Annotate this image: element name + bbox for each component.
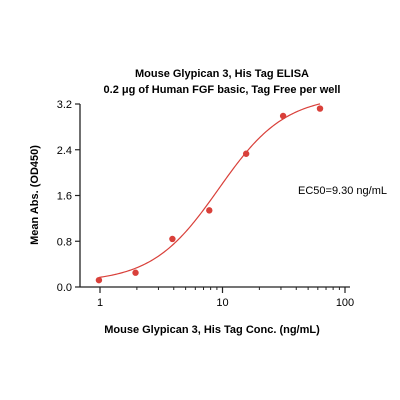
data-point [169, 235, 176, 243]
chart-subtitle: 0.2 μg of Human FGF basic, Tag Free per … [104, 84, 341, 96]
y-tick-label: 2.4 [57, 145, 72, 157]
x-axis-ticks: 1 10 100 [97, 287, 354, 309]
x-tick-label: 100 [336, 297, 354, 309]
y-axis-label: Mean Abs. (OD450) [29, 145, 41, 245]
data-point [206, 207, 213, 214]
y-tick-label: 0.8 [57, 236, 72, 248]
chart-title: Mouse Glypican 3, His Tag ELISA [135, 68, 309, 80]
data-point [132, 269, 139, 276]
x-tick-label: 1 [97, 297, 103, 309]
ec50-annotation: EC50=9.30 ng/mL [298, 185, 387, 197]
data-point [95, 276, 103, 284]
data-points [95, 105, 324, 284]
data-point [279, 112, 287, 120]
y-tick-label: 1.6 [57, 191, 72, 203]
fit-curve [98, 103, 321, 279]
y-tick-label: 3.2 [57, 99, 72, 111]
y-axis-ticks: 0.0 0.8 1.6 2.4 3.2 [57, 99, 80, 294]
x-tick-label: 10 [216, 297, 228, 309]
x-axis-label: Mouse Glypican 3, His Tag Conc. (ng/mL) [104, 324, 320, 336]
y-tick-label: 0.0 [57, 282, 72, 294]
data-point [316, 105, 324, 112]
plot-area: 0.0 0.8 1.6 2.4 3.2 1 10 100 [57, 99, 354, 309]
data-point [242, 150, 250, 157]
